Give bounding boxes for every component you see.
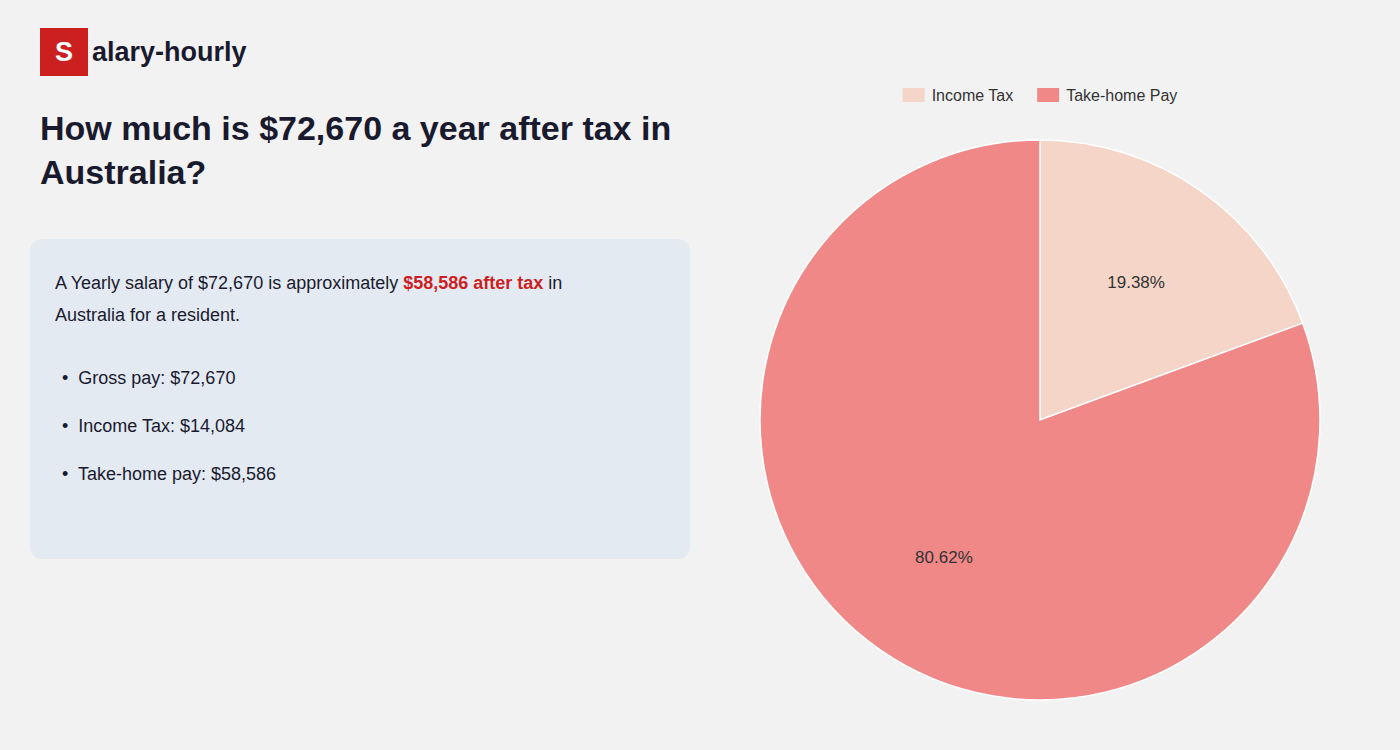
data-label: 19.38% (1107, 273, 1165, 292)
legend-label: Income Tax (932, 87, 1014, 104)
pie (760, 140, 1320, 700)
info-text: in (543, 273, 562, 293)
info-line: A Yearly salary of $72,670 is approximat… (55, 273, 562, 293)
logo-text: alary-hourly (92, 37, 247, 67)
highlight: $58,586 after tax (403, 273, 543, 293)
legend-label: Take-home Pay (1066, 87, 1177, 104)
legend-item: Take-home Pay (1037, 87, 1177, 104)
text-panel: Salary-hourly How much is $72,670 a year … (30, 28, 690, 559)
legend-swatch (903, 88, 925, 102)
bullet-item: • Income Tax: $14,084 (62, 416, 245, 436)
pie-slice (760, 140, 1320, 700)
info-line: Australia for a resident. (55, 305, 240, 325)
info-text: A Yearly salary of $72,670 is approximat… (55, 273, 403, 293)
data-labels: 19.38% 80.62% (915, 273, 1165, 568)
logo-letter: S (55, 37, 73, 67)
bullet-item: • Gross pay: $72,670 (62, 368, 235, 388)
data-label: 80.62% (915, 548, 973, 567)
title: How much is $72,670 a year after tax inA… (40, 109, 671, 191)
legend: Income Tax Take-home Pay (903, 87, 1178, 104)
background (0, 0, 1400, 750)
legend-item: Income Tax (903, 87, 1014, 104)
legend-swatch (1037, 88, 1059, 102)
bullet-item: • Take-home pay: $58,586 (62, 464, 276, 484)
logo-box (40, 28, 88, 76)
chart: Salary-hourly How much is $72,670 a year … (0, 0, 1400, 750)
info-box (30, 239, 690, 559)
